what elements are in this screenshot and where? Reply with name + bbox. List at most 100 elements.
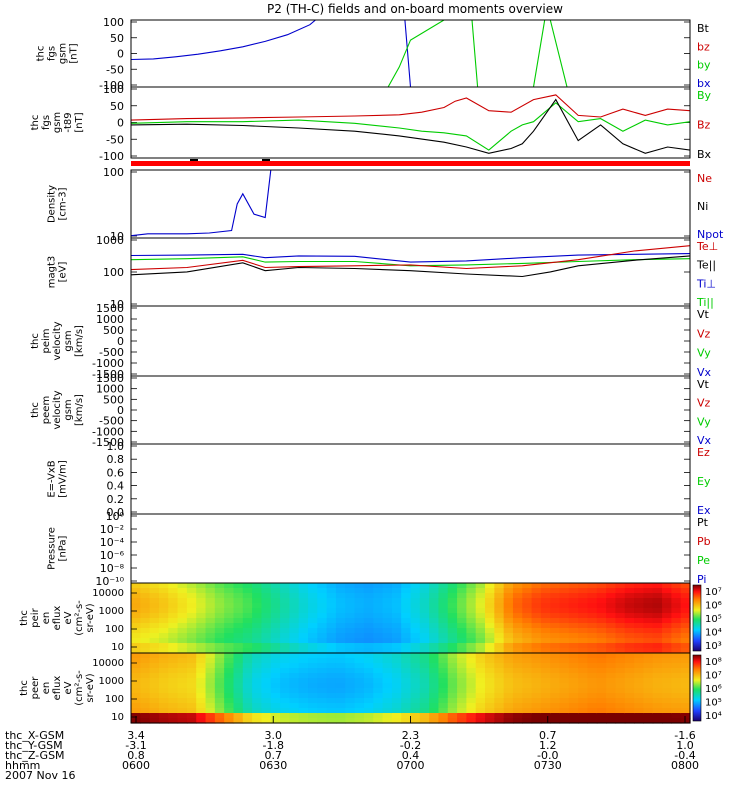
spectrogram-cell (140, 648, 151, 654)
spectrogram-cell (214, 673, 225, 679)
spectrogram-cell (596, 618, 607, 624)
x-tick-label-z_gsm: 0.4 (402, 749, 420, 762)
spectrogram-cell (606, 718, 617, 724)
spectrogram-cell (447, 658, 458, 664)
spectrogram-cell (140, 598, 151, 604)
spectrogram-cell (606, 673, 617, 679)
legend-label-Pi: Pi (697, 573, 706, 586)
spectrogram-cell (196, 613, 207, 619)
spectrogram-cell (205, 713, 216, 719)
y-tick-label: 0.6 (107, 466, 125, 479)
spectrogram-cell (401, 638, 412, 644)
spectrogram-cell (540, 663, 551, 669)
spectrogram-cell (559, 633, 570, 639)
spectrogram-cell (447, 618, 458, 624)
spectrogram-cell (634, 618, 645, 624)
spectrogram-cell (233, 643, 244, 649)
spectrogram-cell (494, 703, 505, 709)
spectrogram-cell (140, 633, 151, 639)
spectrogram-cell (587, 703, 598, 709)
spectrogram-cell (177, 648, 188, 654)
spectrogram-cell (196, 598, 207, 604)
spectrogram-cell (205, 668, 216, 674)
spectrogram-cell (587, 613, 598, 619)
y-tick-label: -500 (99, 346, 124, 359)
spectrogram-cell (419, 598, 430, 604)
spectrogram-cell (289, 668, 300, 674)
spectrogram-cell (606, 653, 617, 659)
spectrogram-cell (131, 603, 141, 609)
spectrogram-cell (391, 628, 402, 634)
spectrogram-cell (382, 678, 393, 684)
spectrogram-cell (168, 683, 179, 689)
spectrogram-cell (298, 598, 309, 604)
spectrogram-cell (149, 613, 160, 619)
spectrogram-cell (568, 698, 579, 704)
spectrogram-cell (485, 648, 495, 654)
y-axis-label-line: Pressure (47, 527, 58, 570)
spectrogram-cell (587, 593, 598, 599)
spectrogram-cell (289, 698, 300, 704)
spectrogram-cell (224, 593, 235, 599)
spectrogram-cell (401, 663, 412, 669)
spectrogram-cell (354, 683, 365, 689)
spectrogram-cell (233, 608, 244, 614)
spectrogram-cell (335, 653, 346, 659)
spectrogram-cell (531, 653, 542, 659)
spectrogram-cell (457, 698, 467, 704)
spectrogram-cell (475, 708, 486, 714)
spectrogram-cell (335, 688, 346, 694)
spectrogram-cell (205, 663, 216, 669)
spectrogram-cell (531, 588, 542, 594)
spectrogram-cell (475, 608, 486, 614)
spectrogram-cell (475, 613, 486, 619)
y-tick-label: 0.8 (107, 453, 125, 466)
spectrogram-cell (662, 663, 672, 669)
spectrogram-cell (438, 618, 449, 624)
spectrogram-cell (550, 598, 561, 604)
spectrogram-cell (662, 593, 672, 599)
spectrogram-cell (680, 583, 691, 589)
spectrogram-cell (158, 708, 169, 714)
spectrogram-cell (373, 668, 384, 674)
spectrogram-cell (485, 608, 495, 614)
spectrogram-cell (261, 618, 272, 624)
spectrogram-cell (186, 583, 197, 589)
spectrogram-cell (624, 623, 635, 629)
spectrogram-cell (391, 653, 402, 659)
spectrogram-cell (205, 603, 216, 609)
spectrogram-cell (149, 688, 160, 694)
spectrogram-cell (466, 668, 477, 674)
spectrogram-cell (382, 668, 393, 674)
spectrogram-cell (280, 638, 290, 644)
y-axis-label-line: [nT] (74, 112, 85, 132)
spectrogram-cell (503, 623, 514, 629)
spectrogram-cell (354, 708, 365, 714)
spectrogram-cell (522, 698, 533, 704)
spectrogram-cell (270, 593, 281, 599)
spectrogram-cell (373, 658, 384, 664)
spectrogram-cell (615, 598, 626, 604)
spectrogram-cell (438, 648, 449, 654)
spectrogram-cell (652, 583, 663, 589)
spectrogram-cell (634, 683, 645, 689)
spectrogram-cell (205, 598, 216, 604)
spectrogram-cell (186, 628, 197, 634)
spectrogram-cell (494, 643, 505, 649)
y-axis-label-line: thc (30, 333, 41, 349)
spectrogram-cell (652, 618, 663, 624)
spectrogram-cell (606, 628, 617, 634)
spectrogram-cell (512, 683, 523, 689)
spectrogram-cell (568, 643, 579, 649)
spectrogram-cell (634, 663, 645, 669)
spectrogram-cell (401, 608, 412, 614)
spectrogram-cell (624, 593, 635, 599)
spectrogram-cell (494, 593, 505, 599)
spectrogram-cell (298, 668, 309, 674)
spectrogram-cell (578, 658, 589, 664)
spectrogram-cell (224, 708, 235, 714)
spectrogram-cell (578, 683, 589, 689)
spectrogram-cell (186, 648, 197, 654)
spectrogram-cell (466, 588, 477, 594)
spectrogram-cell (280, 668, 290, 674)
